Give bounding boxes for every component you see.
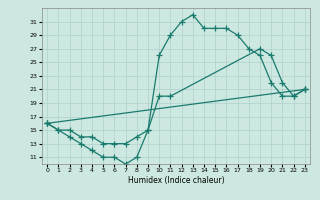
X-axis label: Humidex (Indice chaleur): Humidex (Indice chaleur) [128,176,224,185]
